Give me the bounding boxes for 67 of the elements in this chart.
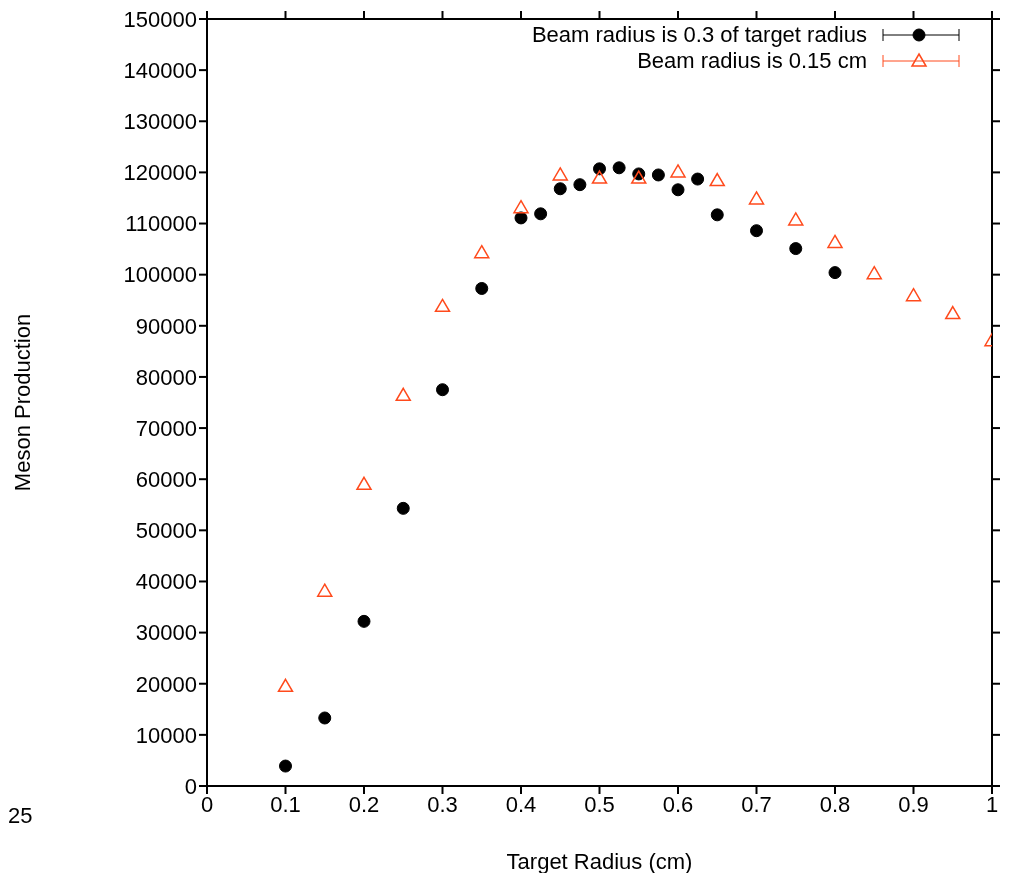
point (748, 191, 765, 205)
point (434, 298, 451, 313)
point (317, 583, 333, 597)
y-tick-label: 0 (184, 773, 197, 799)
x-tick-label: 0.3 (427, 791, 458, 817)
y-tick-label: 90000 (135, 313, 197, 339)
point (279, 759, 292, 773)
point (671, 183, 685, 197)
y-tick-label: 130000 (123, 109, 197, 135)
y-tick-label: 80000 (135, 364, 197, 390)
point (513, 199, 529, 214)
point (318, 711, 332, 725)
point (553, 182, 567, 196)
y-tick-label: 150000 (123, 6, 197, 32)
point (436, 383, 449, 397)
y-tick-label: 60000 (135, 467, 197, 493)
x-tick-label: 0.4 (505, 791, 537, 817)
point (514, 211, 528, 225)
y-tick-label: 30000 (135, 620, 197, 646)
point (573, 178, 587, 192)
point (356, 476, 372, 491)
point (709, 172, 725, 187)
point (866, 265, 882, 280)
point (612, 161, 626, 175)
x-tick-label: 0.7 (741, 791, 772, 817)
point (789, 242, 803, 256)
point (670, 164, 686, 178)
point (396, 501, 410, 515)
y-tick-label: 120000 (123, 160, 197, 186)
point (474, 244, 490, 259)
y-tick-label: 100000 (123, 262, 197, 288)
point (905, 287, 922, 302)
point (357, 614, 371, 628)
x-tick-label: 0.8 (819, 791, 851, 817)
x-tick-label: 0.9 (898, 791, 929, 817)
y-tick-label: 10000 (135, 722, 197, 748)
legend-label: Beam radius is 0.3 of target radius (531, 22, 867, 48)
legend-label: Beam radius is 0.15 cm (637, 48, 867, 74)
y-axis-title: Meson Production (9, 313, 35, 492)
y-tick-label: 70000 (135, 415, 197, 441)
point (750, 224, 763, 238)
point (277, 678, 294, 693)
y-tick-label: 50000 (135, 518, 197, 544)
x-tick-label: 0.6 (662, 791, 694, 817)
point (591, 170, 608, 184)
y-tick-label: 40000 (135, 569, 197, 595)
point (710, 208, 724, 222)
y-tick-label: 20000 (135, 671, 197, 697)
point (828, 266, 842, 280)
x-tick-label: 1 (985, 791, 999, 817)
x-tick-label: 0 (200, 791, 214, 817)
point (552, 167, 568, 181)
point (475, 281, 489, 295)
x-tick-label: 0.2 (348, 791, 380, 817)
x-tick-label: 0.1 (270, 791, 301, 817)
point (827, 234, 843, 249)
point (691, 172, 705, 186)
point (945, 305, 961, 320)
y-tick-label: 110000 (125, 211, 197, 237)
text: 25 (8, 803, 33, 829)
point (788, 212, 804, 226)
x-axis-title: Target Radius (cm) (506, 849, 693, 873)
x-tick-label: 0.5 (584, 791, 615, 817)
point (395, 387, 411, 402)
point (651, 168, 665, 182)
point (534, 207, 548, 221)
y-tick-label: 140000 (123, 57, 197, 83)
